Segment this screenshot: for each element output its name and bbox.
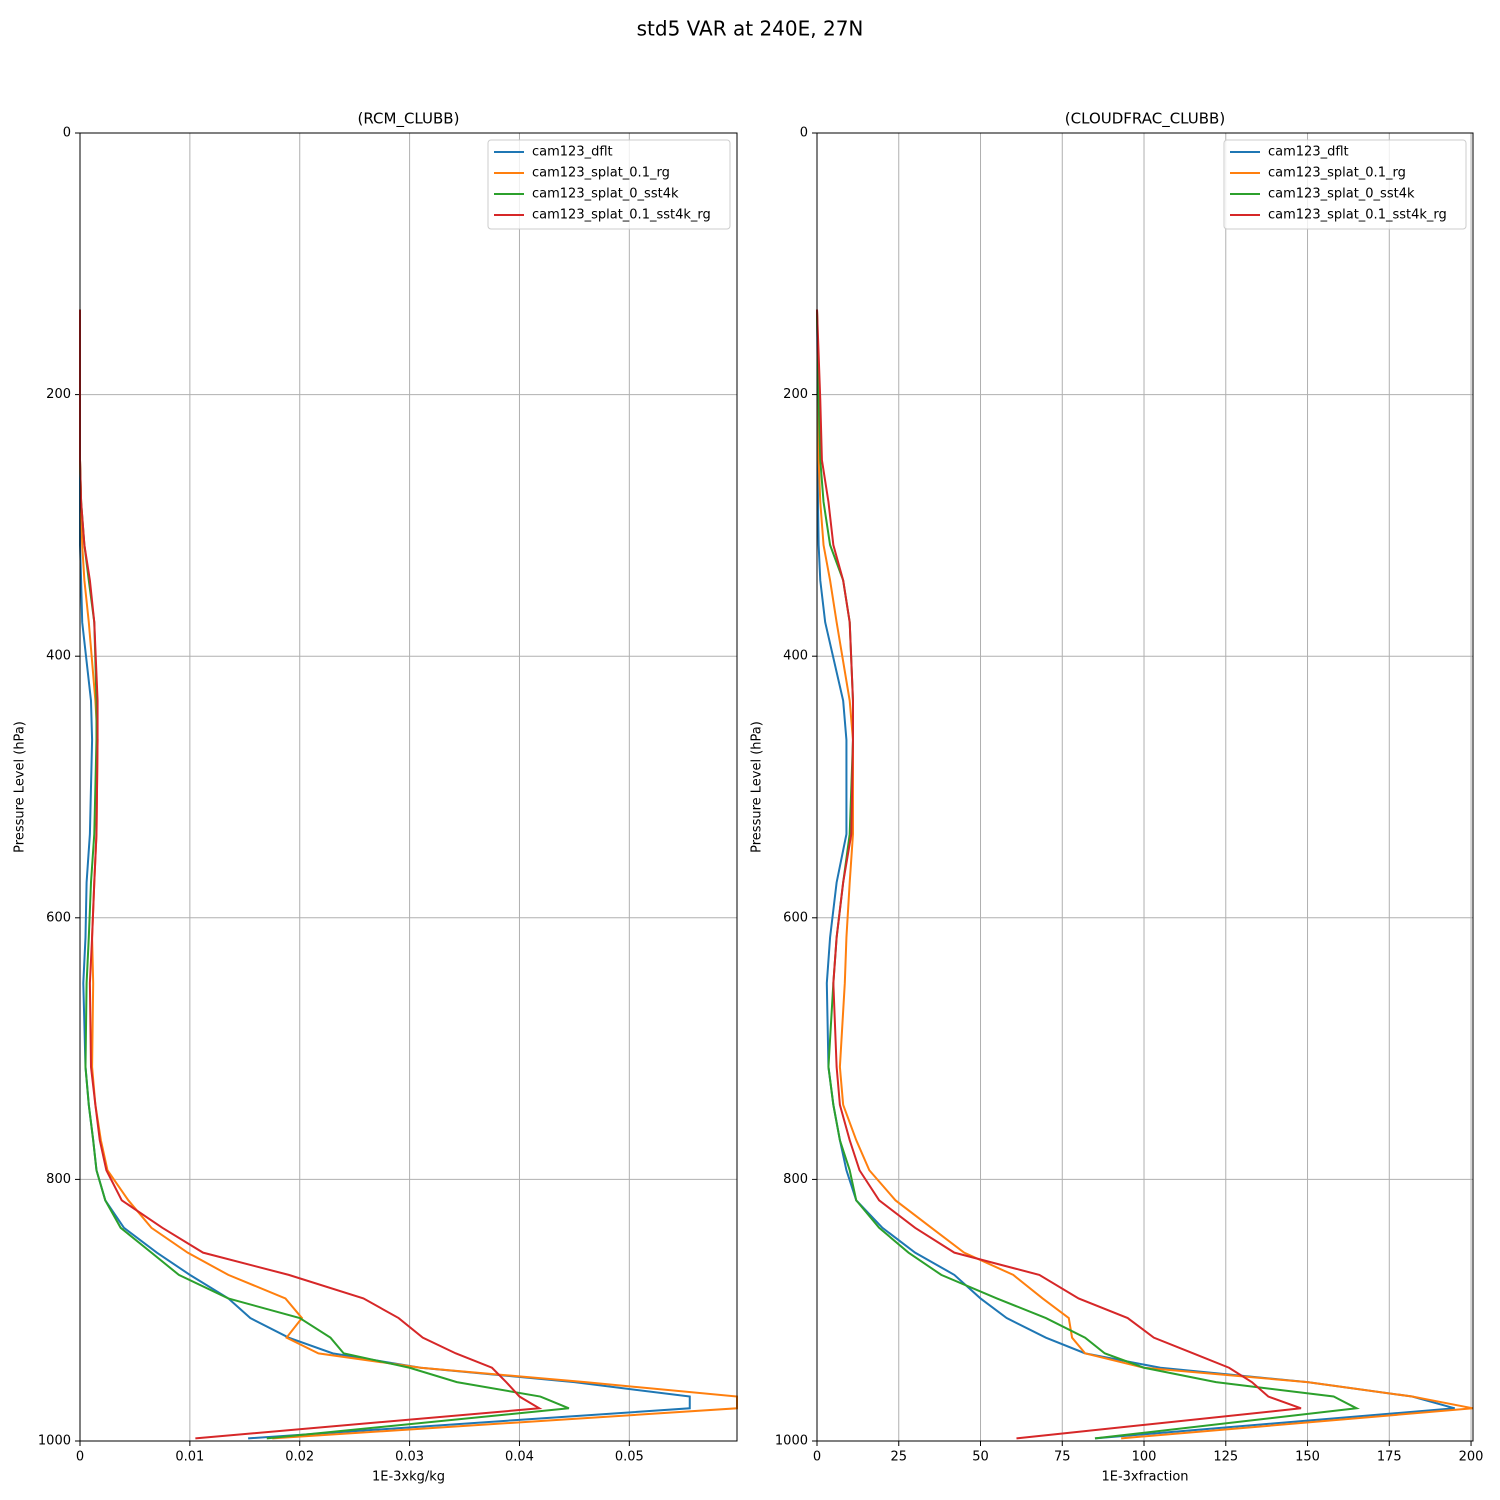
legend-label: cam123_splat_0.1_sst4k_rg bbox=[1268, 208, 1447, 223]
panel-title: (CLOUDFRAC_CLUBB) bbox=[1065, 110, 1225, 129]
y-tick-label: 200 bbox=[783, 387, 808, 402]
y-tick-label: 400 bbox=[46, 649, 71, 664]
y-tick-label: 0 bbox=[63, 126, 71, 141]
y-tick-label: 1000 bbox=[38, 1434, 71, 1449]
x-tick-label: 0.03 bbox=[395, 1450, 424, 1465]
x-tick-label: 0.05 bbox=[615, 1450, 644, 1465]
x-axis-label: 1E-3xfraction bbox=[1101, 1470, 1188, 1485]
profile-line bbox=[816, 309, 1474, 1440]
y-axis-label: Pressure Level (hPa) bbox=[13, 721, 28, 853]
legend-label: cam123_splat_0.1_sst4k_rg bbox=[532, 208, 711, 223]
x-tick-label: 0.01 bbox=[175, 1450, 204, 1465]
x-tick-label: 25 bbox=[890, 1450, 907, 1465]
plot-frame bbox=[79, 132, 738, 1442]
legend-label: cam123_splat_0_sst4k bbox=[1268, 187, 1415, 202]
x-tick-label: 0.04 bbox=[505, 1450, 534, 1465]
legend-label: cam123_dflt bbox=[1268, 145, 1349, 160]
figure-title: std5 VAR at 240E, 27N bbox=[637, 17, 864, 41]
y-tick-label: 800 bbox=[46, 1172, 71, 1187]
panel-title: (RCM_CLUBB) bbox=[358, 110, 460, 129]
legend-label: cam123_splat_0.1_rg bbox=[532, 166, 670, 181]
x-tick-label: 125 bbox=[1213, 1450, 1238, 1465]
y-tick-label: 600 bbox=[46, 910, 71, 925]
legend-label: cam123_dflt bbox=[532, 145, 613, 160]
legend-label: cam123_splat_0_sst4k bbox=[532, 187, 679, 202]
x-tick-label: 0.02 bbox=[285, 1450, 314, 1465]
legend-box bbox=[1223, 139, 1467, 230]
x-tick-label: 75 bbox=[1054, 1450, 1071, 1465]
y-tick-label: 1000 bbox=[775, 1434, 808, 1449]
x-tick-label: 100 bbox=[1132, 1450, 1157, 1465]
y-tick-label: 800 bbox=[783, 1172, 808, 1187]
legend-label: cam123_splat_0.1_rg bbox=[1268, 166, 1406, 181]
legend-box bbox=[487, 139, 731, 230]
x-tick-label: 50 bbox=[972, 1450, 989, 1465]
y-tick-label: 200 bbox=[46, 387, 71, 402]
x-tick-label: 150 bbox=[1295, 1450, 1320, 1465]
x-tick-label: 175 bbox=[1377, 1450, 1402, 1465]
x-tick-label: 0 bbox=[813, 1450, 821, 1465]
profile-line bbox=[816, 309, 1302, 1440]
y-tick-label: 0 bbox=[800, 126, 808, 141]
plot-frame bbox=[816, 132, 1474, 1442]
x-axis-label: 1E-3xkg/kg bbox=[372, 1470, 445, 1485]
profile-line bbox=[79, 309, 543, 1440]
y-axis-label: Pressure Level (hPa) bbox=[750, 721, 765, 853]
x-tick-label: 200 bbox=[1459, 1450, 1484, 1465]
x-tick-label: 0 bbox=[76, 1450, 84, 1465]
y-tick-label: 400 bbox=[783, 649, 808, 664]
y-tick-label: 600 bbox=[783, 910, 808, 925]
